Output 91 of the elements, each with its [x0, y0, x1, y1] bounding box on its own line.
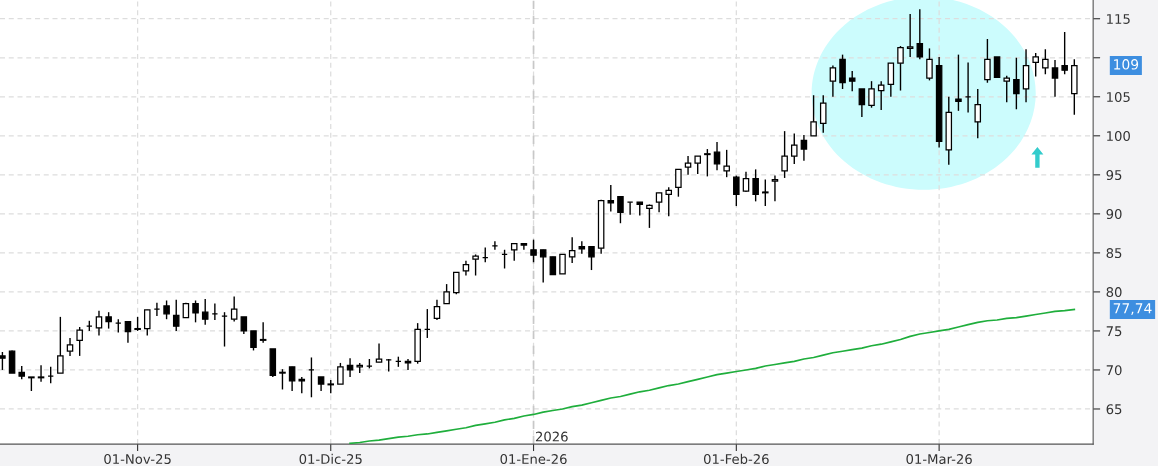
candlestick: [877, 80, 885, 111]
candlestick: [819, 94, 827, 134]
candlestick: [588, 245, 595, 271]
candlestick: [163, 299, 170, 320]
candlestick: [57, 316, 64, 374]
candlestick: [337, 362, 344, 385]
candlestick: [453, 271, 460, 295]
candlestick: [346, 357, 354, 378]
candlestick: [192, 299, 199, 324]
candlestick: [375, 342, 383, 363]
candlestick: [472, 253, 479, 277]
y-tick-label: 105: [1107, 92, 1130, 102]
ref-line-label: 2026: [535, 431, 568, 442]
candlestick: [530, 238, 537, 263]
candlestick: [37, 364, 45, 383]
candlestick: [675, 168, 682, 198]
candlestick: [984, 38, 991, 84]
candlestick: [1032, 52, 1039, 78]
candlestick: [259, 321, 267, 344]
candlestick: [607, 184, 615, 213]
candlestick: [771, 174, 779, 203]
candlestick: [781, 130, 788, 179]
candlestick: [752, 168, 759, 203]
candlestick: [646, 203, 653, 229]
candlestick: [897, 45, 904, 92]
candlestick: [443, 283, 450, 305]
candlestick: [829, 64, 837, 98]
candlestick: [8, 349, 16, 374]
candlestick: [172, 299, 180, 332]
candlestick: [800, 134, 808, 162]
y-tick-label: 90: [1106, 209, 1122, 220]
x-tick-label: 01-Ene-26: [500, 454, 567, 465]
candlestick: [491, 240, 499, 251]
y-tick-label: 80: [1106, 287, 1122, 298]
candlestick: [810, 94, 817, 137]
candlestick: [926, 47, 933, 82]
candlestick: [1042, 48, 1049, 75]
candlestick: [684, 155, 692, 176]
candlestick: [404, 358, 412, 371]
candlestick: [1013, 57, 1020, 110]
candlestick: [95, 309, 103, 337]
x-tick-label: 01-Dic-25: [299, 453, 362, 465]
y-tick-label: 75: [1106, 326, 1122, 337]
y-tick-label: 85: [1106, 248, 1122, 259]
candlestick: [279, 368, 286, 391]
candlestick: [1061, 31, 1068, 75]
candlestick: [858, 88, 866, 118]
line-series: [349, 308, 1076, 445]
candlestick: [230, 295, 238, 323]
y-tick-label: 65: [1106, 404, 1122, 415]
candlestick: [906, 13, 914, 58]
candlestick: [887, 62, 895, 98]
candlestick: [124, 320, 132, 344]
x-tick-label: 01-Nov-25: [104, 454, 171, 465]
y-tick-label: 95: [1106, 170, 1122, 181]
candlestick: [1051, 59, 1059, 98]
candlestick: [153, 302, 161, 317]
candlestick: [76, 326, 83, 357]
x-tick-label: 01-Mar-26: [906, 454, 972, 465]
x-tick-label: 01-Feb-26: [703, 453, 769, 465]
candlestick: [250, 330, 257, 352]
candlestick: [201, 298, 209, 326]
y-tick-label: 115: [1107, 14, 1130, 24]
candlestick: [713, 141, 721, 171]
y-tick-label: 70: [1106, 365, 1122, 376]
candlestick: [916, 8, 924, 61]
candlestick: [723, 149, 730, 178]
candlestick: [974, 88, 982, 139]
candlestick: [704, 148, 711, 178]
candlestick: [433, 299, 441, 321]
candlestick: [955, 53, 962, 112]
candlestick: [539, 249, 547, 284]
candlestick: [288, 366, 296, 392]
text: 109: [1114, 59, 1139, 70]
candlestick: [762, 178, 769, 207]
candlestick: [839, 53, 846, 90]
text: 77,74: [1113, 303, 1152, 315]
y-tick-label: 100: [1107, 131, 1130, 142]
candlestick: [733, 174, 740, 207]
candlestick: [143, 309, 151, 337]
candlestick: [1022, 48, 1030, 103]
candlestick: [1003, 75, 1011, 103]
candlestick: [617, 195, 624, 224]
candlestick: [626, 201, 634, 216]
candlestick: [655, 192, 663, 213]
candlestick: [665, 186, 673, 217]
candlestick: [559, 253, 566, 275]
candlestick: [790, 132, 798, 165]
candlestick: [848, 70, 856, 93]
candlestick: [868, 80, 875, 109]
candlestick: [578, 240, 586, 255]
